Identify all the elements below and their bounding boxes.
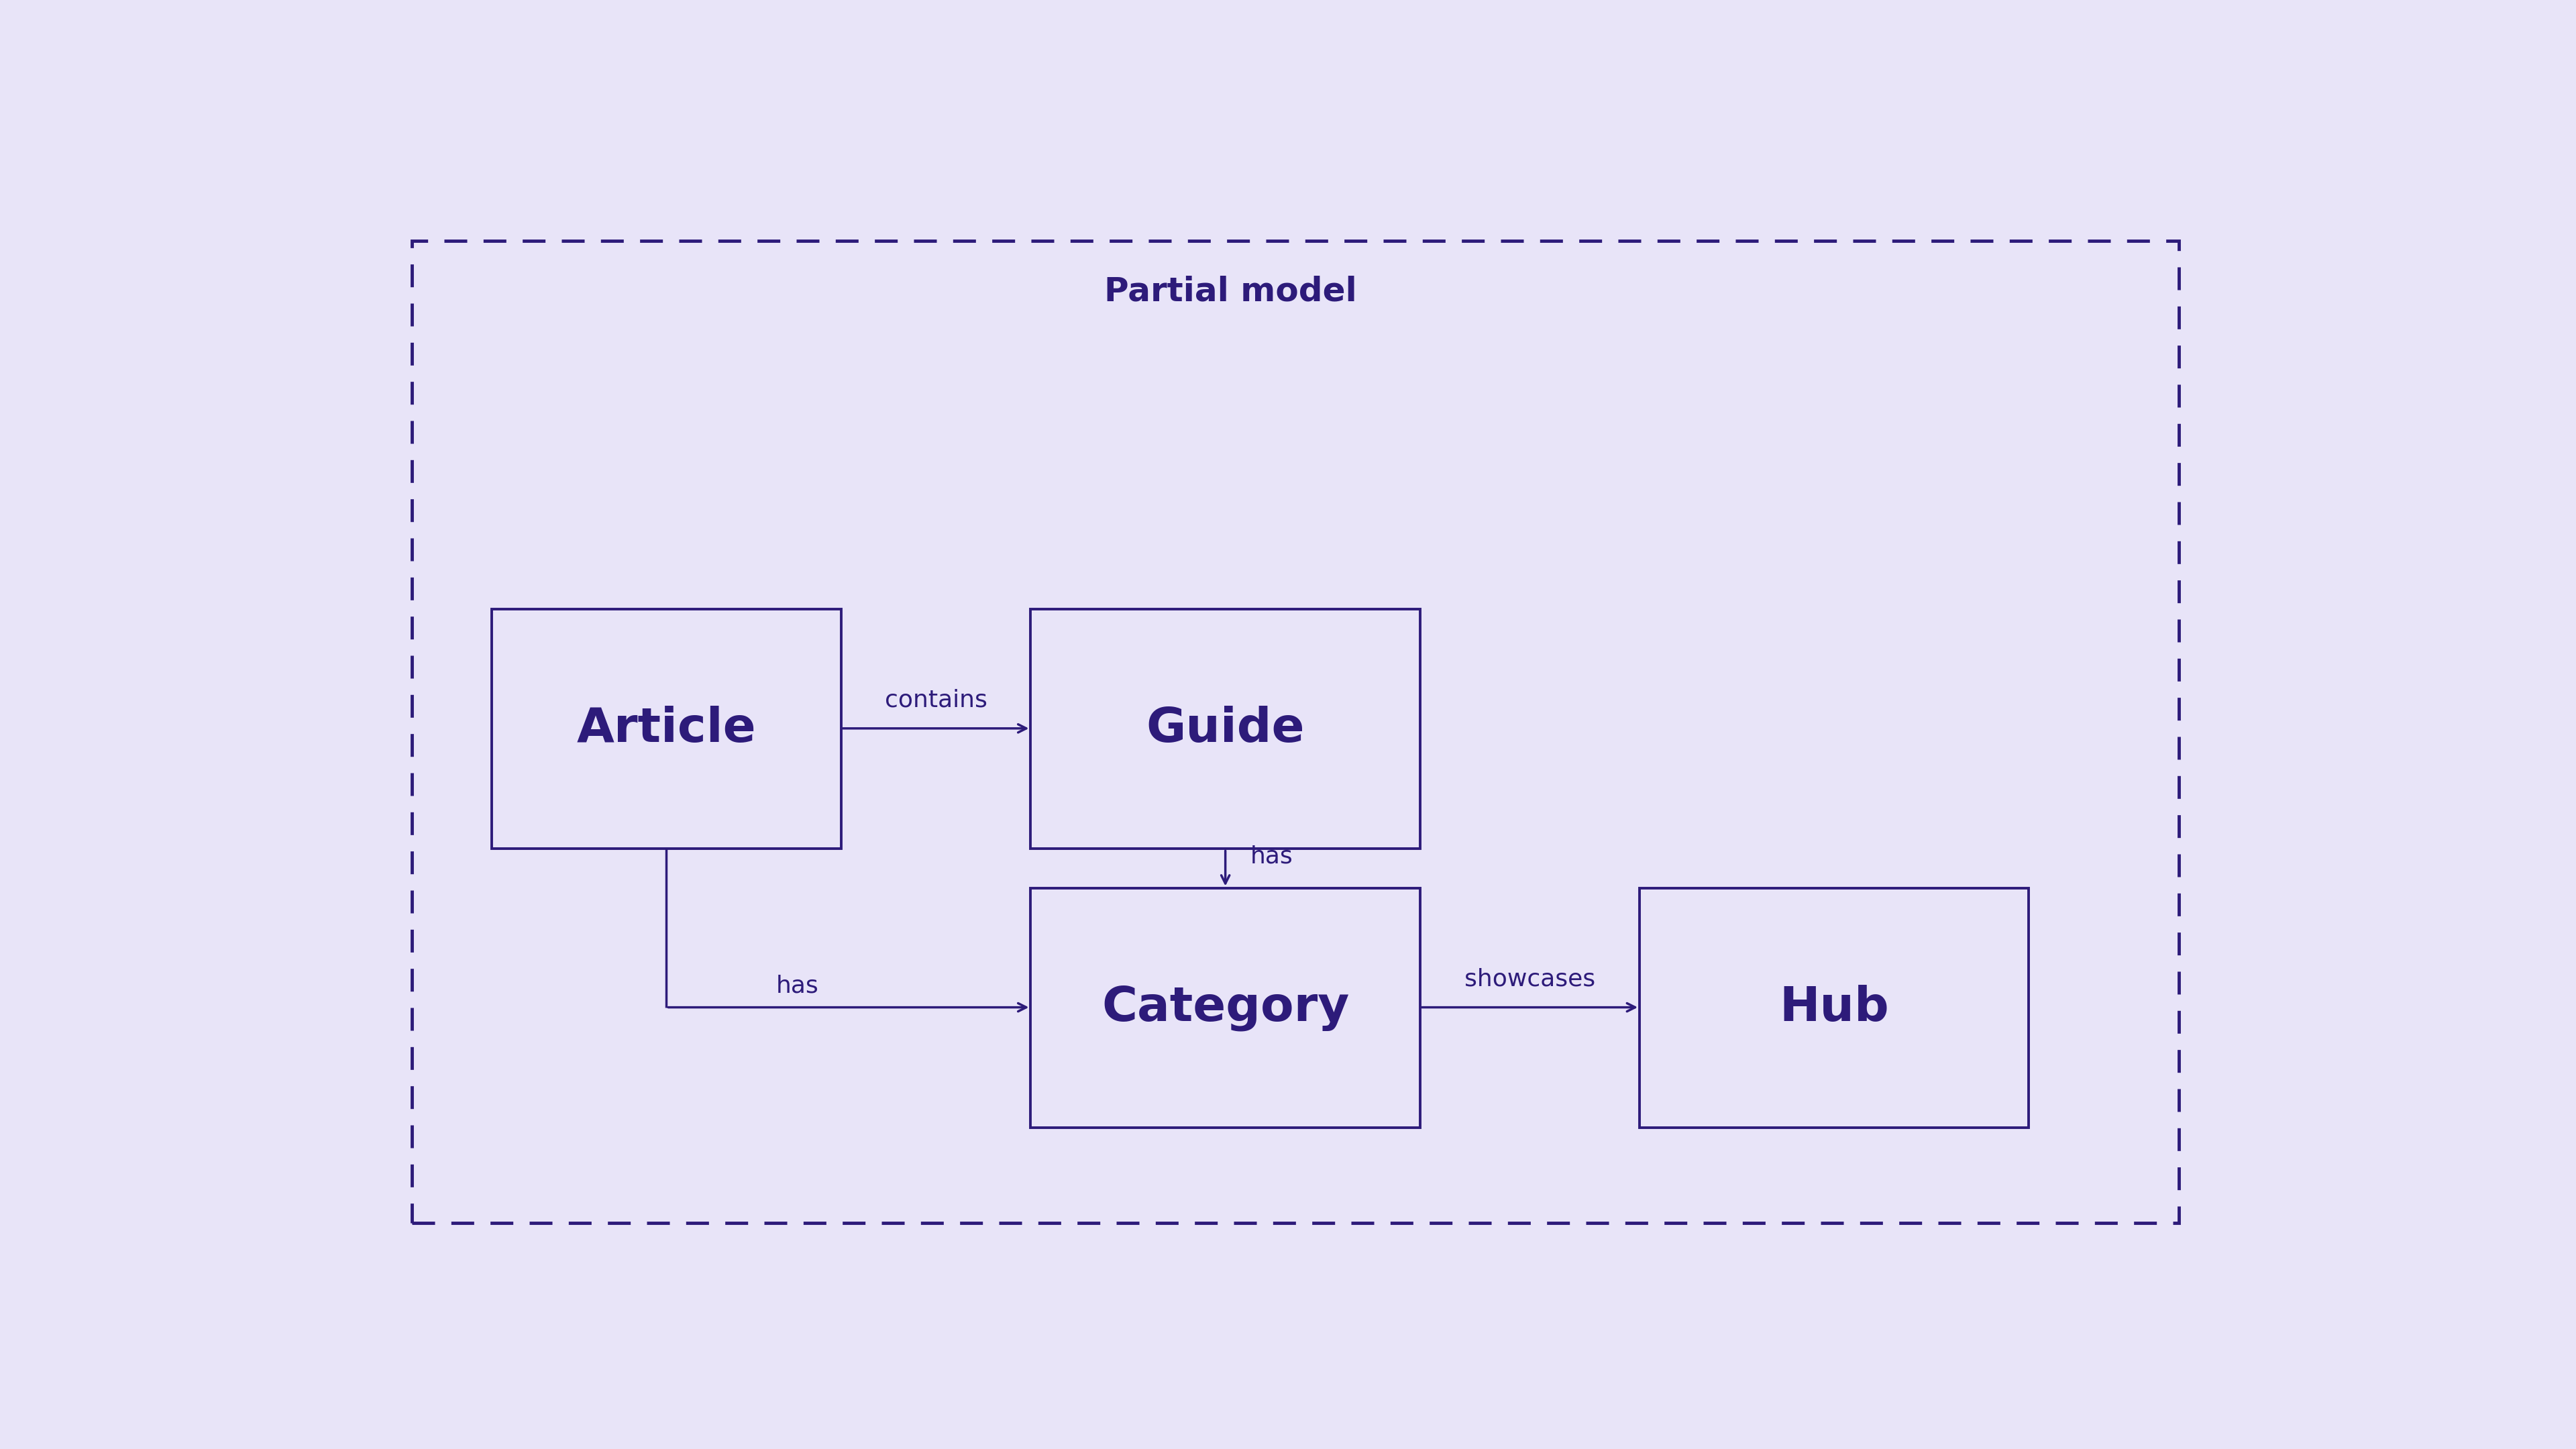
FancyBboxPatch shape: [492, 609, 840, 849]
Text: Category: Category: [1103, 985, 1350, 1032]
FancyBboxPatch shape: [412, 241, 2179, 1223]
Text: contains: contains: [884, 688, 987, 711]
Text: showcases: showcases: [1463, 968, 1595, 991]
FancyBboxPatch shape: [1638, 888, 2030, 1127]
Text: has: has: [775, 975, 819, 997]
Text: Guide: Guide: [1146, 706, 1303, 752]
Text: Hub: Hub: [1780, 985, 1888, 1032]
Text: Article: Article: [577, 706, 757, 752]
Text: Partial model: Partial model: [1105, 275, 1358, 307]
FancyBboxPatch shape: [1030, 888, 1419, 1127]
Text: has: has: [1249, 845, 1293, 868]
FancyBboxPatch shape: [1030, 609, 1419, 849]
